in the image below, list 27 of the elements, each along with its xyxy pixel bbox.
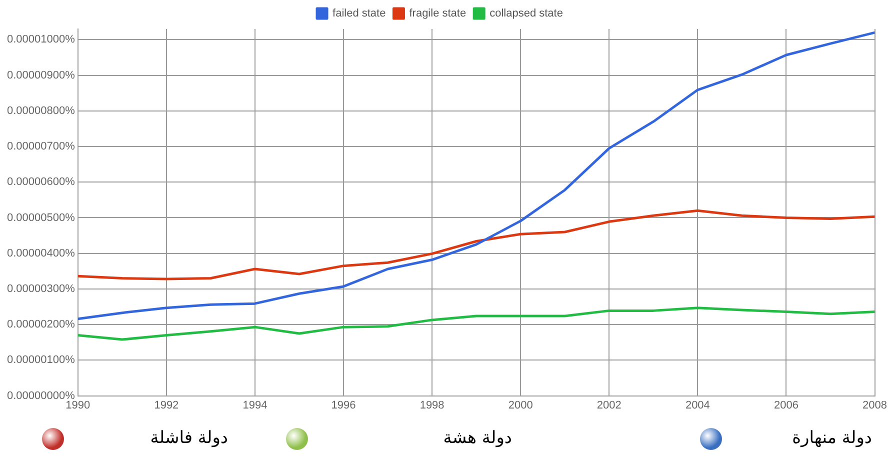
y-tick-label: 0.00000000% <box>6 390 76 402</box>
text: دولة هشة <box>443 428 512 448</box>
x-tick-label: 1990 <box>66 399 90 412</box>
y-tick-label: 0.00000600% <box>6 176 76 188</box>
text: دولة فاشلة <box>150 428 228 448</box>
legend-label: failed state <box>332 8 386 20</box>
y-tick-label: 0.00000900% <box>6 69 76 82</box>
legend-label: collapsed state <box>490 8 563 20</box>
y-tick-label: 0.00000500% <box>6 212 76 224</box>
text: دولة منهارة <box>792 428 872 448</box>
x-tick-label: 1994 <box>242 399 268 412</box>
x-tick-label: 1992 <box>154 399 179 412</box>
y-tick-label: 0.00000700% <box>6 140 76 153</box>
y-tick-label: 0.00000200% <box>6 318 76 331</box>
x-tick-label: 2002 <box>596 399 622 412</box>
x-tick-label: 1996 <box>331 399 356 412</box>
x-tick-label: 2006 <box>774 399 798 412</box>
y-tick-label: 0.00000400% <box>6 247 76 260</box>
legend-label: fragile state <box>409 8 466 20</box>
y-tick-label: 0.00000100% <box>6 354 76 366</box>
x-tick-label: 2004 <box>685 399 710 412</box>
y-tick-label: 0.00000800% <box>6 104 76 117</box>
x-tick-label: 2000 <box>508 399 533 412</box>
x-tick-label: 2008 <box>862 399 888 412</box>
x-tick-label: 1998 <box>420 399 444 412</box>
y-tick-label: 0.00001000% <box>6 34 76 46</box>
y-tick-label: 0.00000300% <box>6 282 76 295</box>
